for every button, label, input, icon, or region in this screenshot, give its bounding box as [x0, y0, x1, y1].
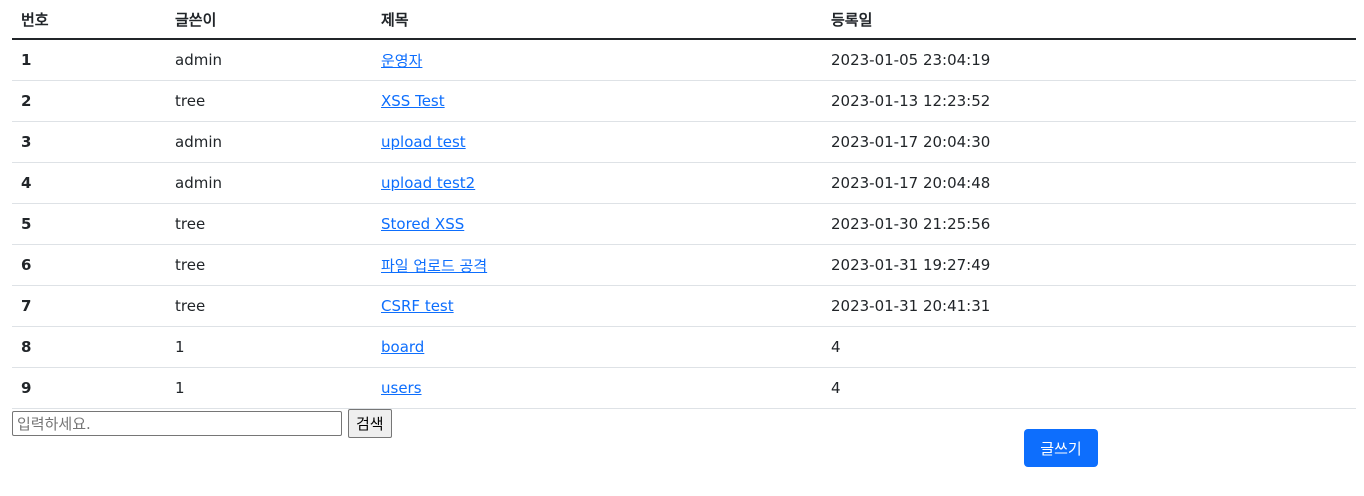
header-title: 제목 [372, 0, 822, 40]
post-author: tree [166, 203, 372, 245]
table-row: 1 admin 운영자 2023-01-05 23:04:19 [12, 39, 1356, 81]
table-row: 5 tree Stored XSS 2023-01-30 21:25:56 [12, 203, 1356, 245]
post-date: 2023-01-17 20:04:48 [822, 162, 1356, 204]
post-number: 1 [12, 39, 166, 81]
post-author: admin [166, 39, 372, 81]
post-title-cell: upload test [372, 121, 822, 163]
post-author: tree [166, 80, 372, 122]
post-number: 6 [12, 244, 166, 286]
post-author: tree [166, 244, 372, 286]
post-date: 2023-01-05 23:04:19 [822, 39, 1356, 81]
header-number: 번호 [12, 0, 166, 40]
table-row: 7 tree CSRF test 2023-01-31 20:41:31 [12, 285, 1356, 327]
post-title-link[interactable]: XSS Test [381, 92, 445, 110]
post-author: tree [166, 285, 372, 327]
post-title-link[interactable]: 운영자 [381, 51, 423, 70]
table-row: 8 1 board 4 [12, 326, 1356, 368]
table-row: 6 tree 파일 업로드 공격 2023-01-31 19:27:49 [12, 244, 1356, 286]
post-title-cell: users [372, 367, 822, 409]
write-post-button[interactable]: 글쓰기 [1024, 429, 1098, 467]
post-number: 3 [12, 121, 166, 163]
post-title-link[interactable]: upload test [381, 133, 466, 151]
post-date: 2023-01-13 12:23:52 [822, 80, 1356, 122]
post-date: 2023-01-30 21:25:56 [822, 203, 1356, 245]
post-title-cell: board [372, 326, 822, 368]
post-number: 7 [12, 285, 166, 327]
post-title-cell: Stored XSS [372, 203, 822, 245]
header-author: 글쓴이 [166, 0, 372, 40]
post-title-link[interactable]: upload test2 [381, 174, 476, 192]
search-input[interactable] [12, 411, 342, 436]
post-title-link[interactable]: CSRF test [381, 297, 454, 315]
post-author: 1 [166, 367, 372, 409]
search-bar: 검색 [12, 409, 392, 438]
post-author: admin [166, 162, 372, 204]
post-number: 5 [12, 203, 166, 245]
post-date: 4 [822, 326, 1356, 368]
post-table: 번호 글쓴이 제목 등록일 1 admin 운영자 2023-01-05 23:… [12, 0, 1356, 409]
post-date: 4 [822, 367, 1356, 409]
table-row: 3 admin upload test 2023-01-17 20:04:30 [12, 121, 1356, 163]
post-date: 2023-01-31 20:41:31 [822, 285, 1356, 327]
post-title-cell: CSRF test [372, 285, 822, 327]
post-title-link[interactable]: users [381, 379, 422, 397]
post-title-cell: XSS Test [372, 80, 822, 122]
table-row: 2 tree XSS Test 2023-01-13 12:23:52 [12, 80, 1356, 122]
post-number: 4 [12, 162, 166, 204]
post-author: admin [166, 121, 372, 163]
search-button[interactable]: 검색 [348, 409, 392, 438]
table-row: 9 1 users 4 [12, 367, 1356, 409]
post-date: 2023-01-31 19:27:49 [822, 244, 1356, 286]
post-title-cell: 파일 업로드 공격 [372, 244, 822, 286]
header-date: 등록일 [822, 0, 1356, 40]
post-title-link[interactable]: Stored XSS [381, 215, 465, 233]
table-row: 4 admin upload test2 2023-01-17 20:04:48 [12, 162, 1356, 204]
post-number: 2 [12, 80, 166, 122]
post-title-cell: upload test2 [372, 162, 822, 204]
post-title-cell: 운영자 [372, 39, 822, 81]
post-title-link[interactable]: 파일 업로드 공격 [381, 256, 488, 275]
table-header-row: 번호 글쓴이 제목 등록일 [12, 0, 1356, 40]
post-author: 1 [166, 326, 372, 368]
post-title-link[interactable]: board [381, 338, 425, 356]
post-date: 2023-01-17 20:04:30 [822, 121, 1356, 163]
post-number: 9 [12, 367, 166, 409]
post-number: 8 [12, 326, 166, 368]
